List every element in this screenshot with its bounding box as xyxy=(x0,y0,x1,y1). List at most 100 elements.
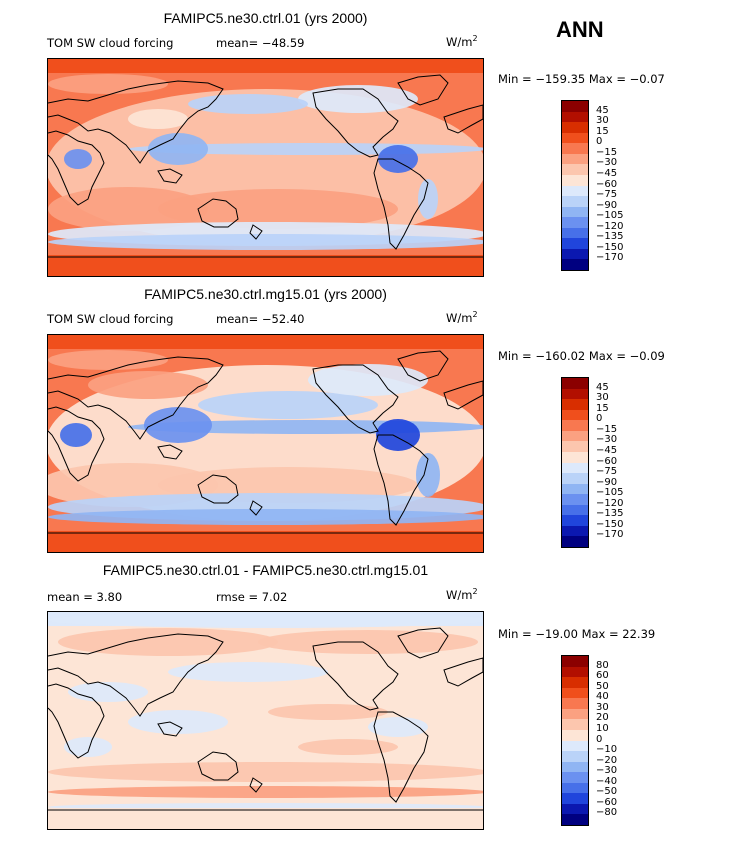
colorbar-tick-label: 15 xyxy=(596,402,609,414)
panel-1-variable: TOM SW cloud forcing xyxy=(47,36,174,50)
map-polar-band-south xyxy=(48,531,483,552)
season-label: ANN xyxy=(556,17,604,42)
colorbar-tick-label: −60 xyxy=(596,455,618,467)
map-field-region xyxy=(416,453,440,497)
coastline xyxy=(443,104,483,134)
panel-3-colorbar xyxy=(561,655,589,826)
colorbar-tick-label: −135 xyxy=(596,231,624,243)
coastline xyxy=(373,434,429,526)
colorbar-tick-label: 50 xyxy=(596,680,609,692)
map-field-region xyxy=(88,371,208,399)
coastline xyxy=(373,711,429,803)
colorbar-swatch xyxy=(562,793,588,804)
coastline xyxy=(157,168,183,184)
map-field-region xyxy=(48,762,483,782)
colorbar-swatch xyxy=(562,761,588,773)
colorbar-swatch xyxy=(562,174,588,186)
colorbar-swatch xyxy=(562,238,588,249)
colorbar-tick-label: 45 xyxy=(596,104,609,116)
map-field-region xyxy=(268,704,388,720)
map-field-region xyxy=(418,179,438,219)
colorbar-tick-label: −15 xyxy=(596,423,618,435)
colorbar-tick-label: 10 xyxy=(596,722,609,734)
colorbar-tick-label: 60 xyxy=(596,670,609,682)
colorbar-tick-label: −30 xyxy=(596,157,618,169)
map-field-region xyxy=(378,145,418,173)
colorbar-tick-label: −30 xyxy=(596,765,618,777)
colorbar-swatch xyxy=(562,515,588,526)
panel-1-units: W/m2 xyxy=(446,34,478,49)
map-field-region xyxy=(298,85,418,113)
colorbar-swatch xyxy=(562,803,588,815)
panel-1-minmax: Min = −159.35 Max = −0.07 xyxy=(498,72,665,86)
map-polar-band-south xyxy=(48,808,483,829)
colorbar-swatch xyxy=(562,719,588,730)
coastline xyxy=(157,444,183,460)
colorbar-swatch xyxy=(562,132,588,144)
colorbar-swatch xyxy=(562,409,588,421)
map-field-region xyxy=(60,423,92,447)
colorbar-tick-label: −30 xyxy=(596,434,618,446)
colorbar-swatch xyxy=(562,687,588,699)
panel-3-mean: mean = 3.80 xyxy=(47,590,123,604)
coastline xyxy=(443,380,483,410)
panel-3-rmse: rmse = 7.02 xyxy=(216,590,288,604)
colorbar-tick-label: 30 xyxy=(596,115,609,127)
panel-2-mean: mean= −52.40 xyxy=(216,312,305,326)
colorbar-tick-label: −150 xyxy=(596,518,624,530)
map-field-region xyxy=(308,364,428,396)
colorbar-swatch xyxy=(562,525,588,537)
colorbar-swatch xyxy=(562,729,588,741)
coastline xyxy=(48,406,105,482)
colorbar-tick-label: −60 xyxy=(596,796,618,808)
coastline xyxy=(48,356,224,440)
map-polar-band-north xyxy=(48,59,483,73)
colorbar-tick-label: 40 xyxy=(596,691,609,703)
colorbar-swatch xyxy=(562,677,588,688)
colorbar-swatch xyxy=(562,111,588,123)
colorbar-tick-label: −45 xyxy=(596,167,618,179)
colorbar-swatch xyxy=(562,740,588,752)
colorbar-swatch xyxy=(562,217,588,228)
colorbar-swatch xyxy=(562,388,588,400)
map-plot xyxy=(48,335,483,552)
colorbar-swatch xyxy=(562,751,588,762)
map-field-region xyxy=(48,234,483,250)
coastline xyxy=(48,130,105,206)
colorbar-swatch xyxy=(562,814,588,825)
colorbar-tick-label: −90 xyxy=(596,476,618,488)
colorbar-swatch xyxy=(562,504,588,516)
map-plot xyxy=(48,612,483,829)
colorbar-swatch xyxy=(562,451,588,463)
colorbar-swatch xyxy=(562,164,588,175)
colorbar-tick-label: −105 xyxy=(596,210,624,222)
colorbar-swatch xyxy=(562,378,588,389)
colorbar-swatch xyxy=(562,122,588,133)
coastline xyxy=(249,224,263,240)
colorbar-tick-label: −150 xyxy=(596,241,624,253)
colorbar-swatch xyxy=(562,206,588,218)
colorbar-swatch xyxy=(562,473,588,484)
coastline xyxy=(397,350,449,382)
colorbar-tick-label: −10 xyxy=(596,744,618,756)
colorbar-tick-label: −20 xyxy=(596,754,618,766)
coastline xyxy=(197,751,239,781)
colorbar-swatch xyxy=(562,483,588,495)
panel-1-title: FAMIPC5.ne30.ctrl.01 (yrs 2000) xyxy=(163,10,368,26)
coastline xyxy=(397,627,449,659)
map-polar-band-south xyxy=(48,255,483,276)
coastline xyxy=(443,657,483,687)
coastline xyxy=(48,633,224,717)
map-field-region xyxy=(48,74,168,94)
colorbar-tick-label: −170 xyxy=(596,252,624,264)
colorbar-tick-label: −80 xyxy=(596,807,618,819)
colorbar-tick-label: −45 xyxy=(596,444,618,456)
colorbar-tick-label: −50 xyxy=(596,786,618,798)
coastline xyxy=(157,721,183,737)
colorbar-tick-label: −120 xyxy=(596,220,624,232)
colorbar-swatch xyxy=(562,430,588,442)
coastline xyxy=(312,364,399,434)
map-polar-band-north xyxy=(48,335,483,349)
coastline xyxy=(197,198,239,228)
map-field-region xyxy=(48,509,483,525)
